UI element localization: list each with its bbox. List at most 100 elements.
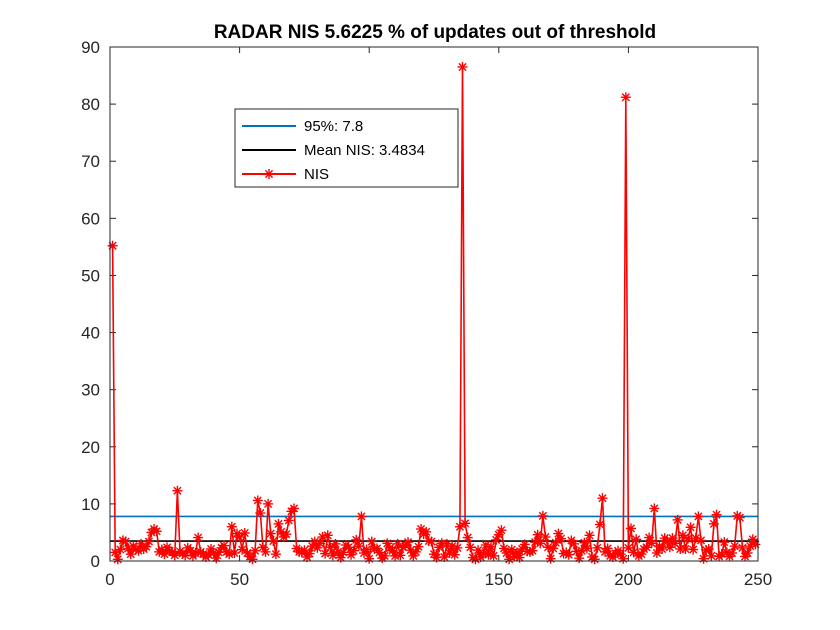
nis-data-point xyxy=(540,532,551,543)
nis-data-point xyxy=(496,525,507,536)
nis-data-point xyxy=(392,538,403,549)
nis-data-point xyxy=(366,536,377,547)
nis-data-point xyxy=(454,521,465,532)
nis-data-point xyxy=(273,518,284,529)
nis-data-point xyxy=(631,534,642,545)
nis-data-point xyxy=(327,550,338,561)
nis-data-point xyxy=(439,552,450,563)
nis-data-point xyxy=(452,542,463,553)
nis-data-point xyxy=(416,524,427,535)
nis-data-point xyxy=(685,522,696,533)
nis-data-point xyxy=(511,547,522,558)
nis-data-point xyxy=(226,521,237,532)
x-tick-label: 100 xyxy=(355,570,383,589)
nis-data-point xyxy=(239,528,250,539)
nis-data-point xyxy=(457,61,468,72)
y-tick-label: 20 xyxy=(81,438,100,457)
nis-data-point xyxy=(247,554,258,565)
nis-data-point xyxy=(151,526,162,537)
nis-data-point xyxy=(413,541,424,552)
nis-data-point xyxy=(421,526,432,537)
y-tick-label: 30 xyxy=(81,381,100,400)
nis-data-point xyxy=(711,509,722,520)
nis-data-point xyxy=(289,503,300,514)
nis-data-point xyxy=(268,536,279,547)
legend-nis-asterisk-icon xyxy=(264,169,274,179)
nis-data-point xyxy=(750,539,761,550)
nis-data-point xyxy=(535,538,546,549)
nis-data-point xyxy=(597,493,608,504)
nis-data-point xyxy=(193,532,204,543)
nis-data-point xyxy=(504,554,515,565)
nis-data-point xyxy=(695,535,706,546)
nis-data-point xyxy=(260,546,271,557)
nis-data-point xyxy=(719,537,730,548)
nis-data-point xyxy=(353,541,364,552)
nis-data-point xyxy=(574,553,585,564)
nis-data-point xyxy=(594,519,605,530)
nis-data-point xyxy=(623,542,634,553)
nis-data-point xyxy=(283,515,294,526)
nis-data-point xyxy=(431,552,442,563)
nis-data-point xyxy=(265,528,276,539)
nis-data-point xyxy=(646,538,657,549)
plot-border xyxy=(109,46,759,562)
nis-data-point xyxy=(356,511,367,522)
nis-data-point xyxy=(270,549,281,560)
nis-data-point xyxy=(460,518,471,529)
nis-data-point xyxy=(615,549,626,560)
nis-data-point xyxy=(545,553,556,564)
legend-label-mean-nis: Mean NIS: 3.4834 xyxy=(304,142,425,159)
nis-data-point xyxy=(143,536,154,547)
nis-data-point xyxy=(729,541,740,552)
x-tick-label: 50 xyxy=(230,570,249,589)
nis-data-point xyxy=(664,542,675,553)
nis-data-point xyxy=(537,510,548,521)
nis-data-point xyxy=(325,542,336,553)
nis-data-point xyxy=(112,554,123,565)
nis-data-point xyxy=(556,533,567,544)
chart-title: RADAR NIS 5.6225 % of updates out of thr… xyxy=(214,22,656,43)
nis-data-point xyxy=(250,545,261,556)
nis-data-point xyxy=(237,544,248,555)
nis-data-point xyxy=(688,544,699,555)
nis-data-point xyxy=(229,548,240,559)
nis-data-point xyxy=(255,508,266,519)
nis-data-point xyxy=(568,538,579,549)
nis-data-point xyxy=(320,548,331,559)
x-tick-label: 0 xyxy=(105,570,114,589)
nis-data-point xyxy=(322,530,333,541)
nis-data-point xyxy=(550,537,561,548)
nis-data-point xyxy=(672,514,683,525)
nis-data-point xyxy=(115,544,126,555)
nis-data-point xyxy=(649,503,660,514)
legend-label-nis: NIS xyxy=(304,166,329,183)
nis-data-point xyxy=(618,553,629,564)
nis-data-point xyxy=(281,529,292,540)
nis-data-point xyxy=(403,537,414,548)
y-tick-label: 50 xyxy=(81,266,100,285)
nis-data-point xyxy=(602,543,613,554)
nis-data-point xyxy=(589,554,600,565)
nis-data-point xyxy=(107,240,118,251)
nis-data-point xyxy=(657,544,668,555)
nis-data-point xyxy=(379,550,390,561)
nis-data-point xyxy=(641,542,652,553)
y-tick-label: 40 xyxy=(81,324,100,343)
legend: 95%: 7.8 Mean NIS: 3.4834 NIS xyxy=(234,108,459,188)
legend-label-95-threshold: 95%: 7.8 xyxy=(304,118,363,135)
axis-ticks: 0 50 100 150 200 250 0 10 20 30 40 50 60 70 80 90 xyxy=(81,38,772,589)
nis-data-point xyxy=(486,541,497,552)
nis-data-point xyxy=(683,533,694,544)
legend-nis-marker-icon xyxy=(264,169,274,179)
nis-data-point xyxy=(465,542,476,553)
nis-data-point xyxy=(234,532,245,543)
y-tick-label: 60 xyxy=(81,209,100,228)
nis-data-point xyxy=(625,523,636,534)
nis-data-point xyxy=(563,549,574,560)
nis-data-point xyxy=(532,529,543,540)
nis-data-point xyxy=(304,548,315,559)
nis-data-point xyxy=(172,485,183,496)
x-tick-label: 250 xyxy=(744,570,772,589)
